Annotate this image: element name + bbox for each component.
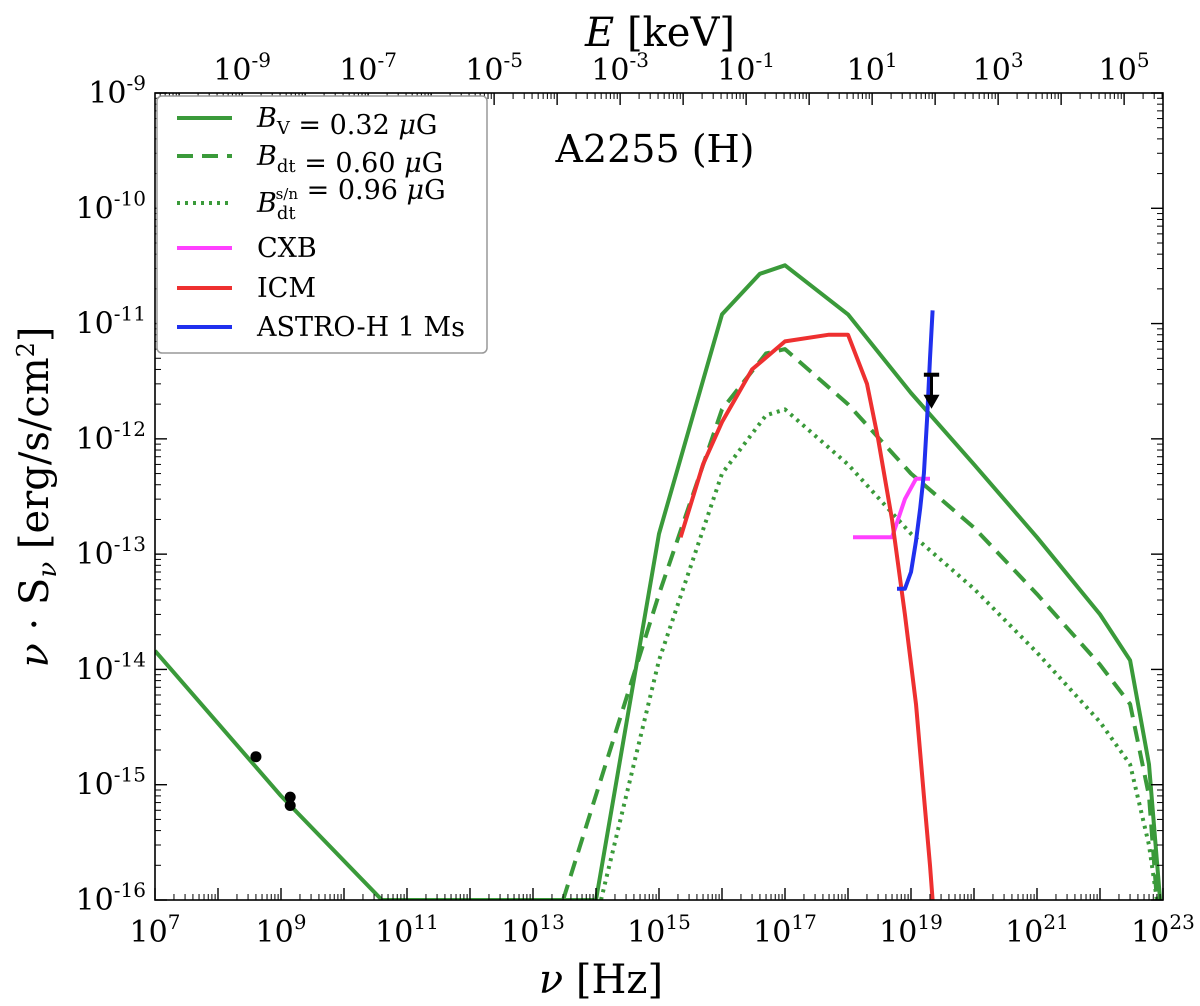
x-tick-label-21: 1021 xyxy=(1005,910,1069,950)
y-tick-label--9: 10-9 xyxy=(88,71,146,111)
y-axis-title: ν · Sν [erg/s/cm2] xyxy=(12,326,63,667)
x-tick-label-19: 1019 xyxy=(879,910,943,950)
chart-curves xyxy=(155,263,1163,900)
top-axis-title: E [keV] xyxy=(584,10,735,56)
top-tick-label--3: 10-3 xyxy=(591,48,649,88)
legend-label-1: Bdt = 0.60 μG xyxy=(256,141,443,179)
legend-label-2: Bdts/n = 0.96 μG xyxy=(256,175,446,224)
top-tick-label-3: 103 xyxy=(973,48,1024,88)
x-axis-title: ν [Hz] xyxy=(539,957,663,1003)
legend-box xyxy=(156,95,488,354)
series-line-5 xyxy=(897,310,935,591)
top-tick-label--1: 10-1 xyxy=(717,48,775,88)
y-tick-label--10: 10-10 xyxy=(76,186,146,226)
legend-label-5: ASTRO-H 1 Ms xyxy=(256,312,465,343)
data-point-2 xyxy=(284,800,296,812)
y-tick-label--13: 10-13 xyxy=(76,532,146,572)
series-line-3 xyxy=(853,476,930,540)
top-tick-label-5: 105 xyxy=(1099,48,1150,88)
y-tick-label--16: 10-16 xyxy=(76,878,146,918)
x-tick-label-23: 1023 xyxy=(1131,910,1195,950)
x-tick-label-7: 107 xyxy=(130,910,181,950)
y-tick-label--15: 10-15 xyxy=(76,763,146,803)
y-tick-label--12: 10-12 xyxy=(76,417,146,457)
top-tick-label--5: 10-5 xyxy=(465,48,523,88)
axis-tick-labels: 107 109 1011 1013 1015 1017 1019 1021 1023 10-9 10… xyxy=(76,48,1195,950)
legend-label-4: ICM xyxy=(257,273,316,304)
top-tick-label--7: 10-7 xyxy=(339,48,397,88)
data-point-0 xyxy=(250,751,262,763)
upper-limit-arrow xyxy=(923,394,940,409)
x-tick-label-9: 109 xyxy=(256,910,307,950)
series-line-0 xyxy=(155,263,1163,900)
chart-annotation: A2255 (H) xyxy=(554,127,754,171)
x-tick-label-13: 1013 xyxy=(501,910,565,950)
y-tick-label--14: 10-14 xyxy=(76,647,146,687)
axis-ticks xyxy=(154,92,1164,901)
series-line-1 xyxy=(561,347,1159,900)
series-line-2 xyxy=(599,407,1159,900)
y-tick-label--11: 10-11 xyxy=(76,302,146,342)
x-tick-label-15: 1015 xyxy=(627,910,691,950)
x-tick-label-11: 1011 xyxy=(375,910,439,950)
x-tick-label-17: 1017 xyxy=(753,910,817,950)
series-line-4 xyxy=(678,332,935,900)
chart-data-points xyxy=(250,372,940,812)
top-tick-label-1: 101 xyxy=(847,48,898,88)
top-tick-label--9: 10-9 xyxy=(213,48,271,88)
data-point-1 xyxy=(284,791,296,803)
legend-label-0: BV = 0.32 μG xyxy=(256,103,437,141)
legend-label-3: CXB xyxy=(257,233,317,264)
